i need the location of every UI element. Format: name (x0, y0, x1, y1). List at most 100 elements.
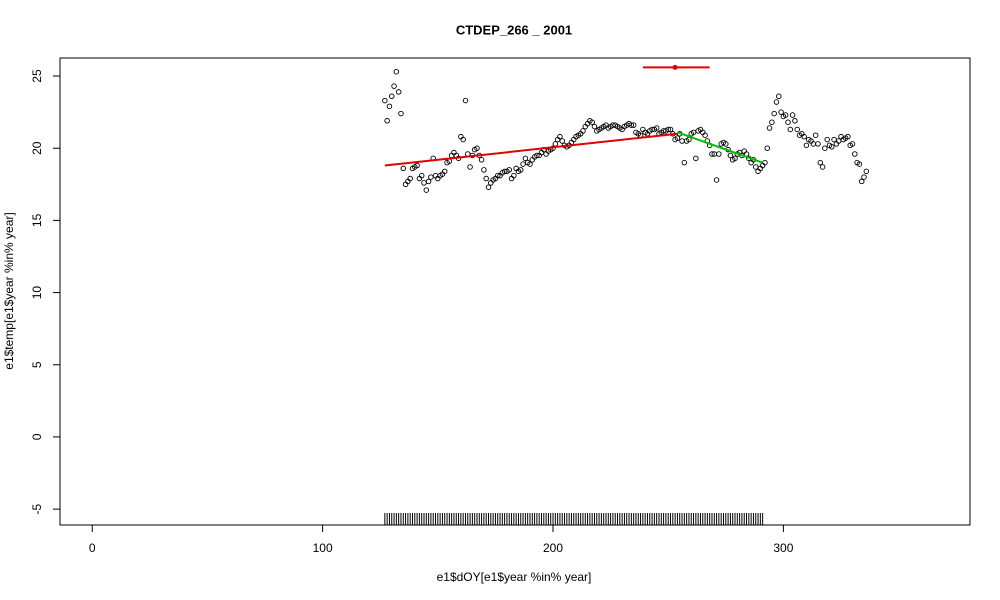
x-tick-label: 300 (773, 541, 793, 555)
y-tick-label: 0 (30, 433, 44, 440)
data-point (395, 89, 402, 95)
data-point (474, 145, 480, 151)
data-point (506, 167, 512, 173)
data-point (769, 119, 775, 125)
data-point (852, 151, 858, 157)
data-point (478, 157, 485, 163)
data-point (727, 152, 734, 159)
data-point (681, 159, 688, 166)
fit-line (384, 132, 678, 167)
data-point (414, 162, 420, 169)
data-point (485, 184, 492, 190)
data-point (494, 172, 501, 179)
data-point (824, 136, 830, 143)
y-tick-label: 10 (30, 286, 44, 300)
data-point (518, 167, 524, 173)
data-point (441, 168, 448, 175)
x-tick-label: 100 (313, 541, 333, 555)
data-point (794, 126, 800, 133)
data-point (709, 151, 715, 157)
data-point (589, 119, 595, 125)
data-point (407, 175, 413, 182)
data-point (481, 167, 487, 173)
data-point (822, 145, 828, 151)
data-point (817, 159, 824, 166)
data-point (782, 112, 789, 118)
data-point (861, 174, 867, 180)
data-point (384, 118, 390, 124)
data-point (792, 118, 798, 124)
data-point (580, 128, 586, 134)
data-point (511, 172, 517, 179)
data-point (400, 165, 407, 172)
data-point (388, 93, 395, 100)
y-tick-label: 15 (30, 213, 44, 227)
data-point (716, 151, 722, 157)
data-point (398, 110, 404, 117)
fit-line (677, 131, 763, 164)
x-axis-label: e1$dOY[e1$year %in% year] (437, 570, 592, 584)
data-point (591, 123, 598, 130)
data-point (391, 83, 397, 89)
data-point (778, 109, 784, 115)
data-point (423, 187, 430, 193)
data-point (534, 152, 540, 159)
data-point (467, 164, 473, 170)
data-point (863, 168, 870, 175)
data-point (667, 126, 674, 133)
error-point (672, 64, 678, 70)
data-point (462, 97, 469, 104)
data-point (483, 175, 489, 182)
data-point (559, 138, 565, 144)
data-point (674, 135, 681, 141)
y-tick-label: 25 (30, 69, 44, 83)
data-point (653, 125, 660, 131)
data-point (766, 125, 773, 131)
data-point (527, 161, 533, 167)
data-point (819, 164, 826, 170)
data-point (382, 97, 388, 104)
data-point (723, 141, 729, 147)
data-point (628, 122, 635, 128)
x-tick-label: 0 (89, 541, 96, 555)
data-point (801, 133, 807, 140)
data-point (858, 178, 865, 185)
data-point (713, 177, 720, 183)
data-point (776, 93, 782, 100)
data-point (702, 132, 708, 138)
data-point (771, 110, 777, 117)
chart-title: CTDEP_266 _ 2001 (456, 22, 572, 37)
data-point (693, 155, 699, 162)
data-point (386, 103, 393, 110)
data-point (630, 122, 637, 128)
data-point (812, 132, 819, 138)
data-point (557, 133, 563, 140)
data-point (856, 161, 863, 167)
data-point (764, 145, 771, 151)
data-point (762, 159, 768, 166)
data-point (665, 126, 671, 133)
data-point (522, 155, 529, 162)
data-point (425, 178, 432, 185)
x-tick-label: 200 (543, 541, 563, 555)
data-point (803, 142, 810, 149)
data-point (815, 141, 821, 147)
y-tick-label: 20 (30, 141, 44, 155)
data-point (732, 155, 738, 162)
data-point (829, 144, 835, 150)
data-point (787, 126, 794, 133)
data-point (393, 68, 400, 75)
data-point (789, 112, 796, 118)
data-point (418, 172, 425, 179)
data-point (849, 141, 856, 147)
data-point (460, 136, 466, 143)
y-tick-label: -5 (30, 503, 44, 514)
y-axis-label: e1$temp[e1$year %in% year] (2, 212, 16, 369)
plot-frame (59, 57, 971, 526)
data-point (773, 99, 780, 105)
y-tick-label: 5 (30, 361, 44, 368)
data-point (785, 119, 791, 125)
data-point (845, 133, 851, 140)
